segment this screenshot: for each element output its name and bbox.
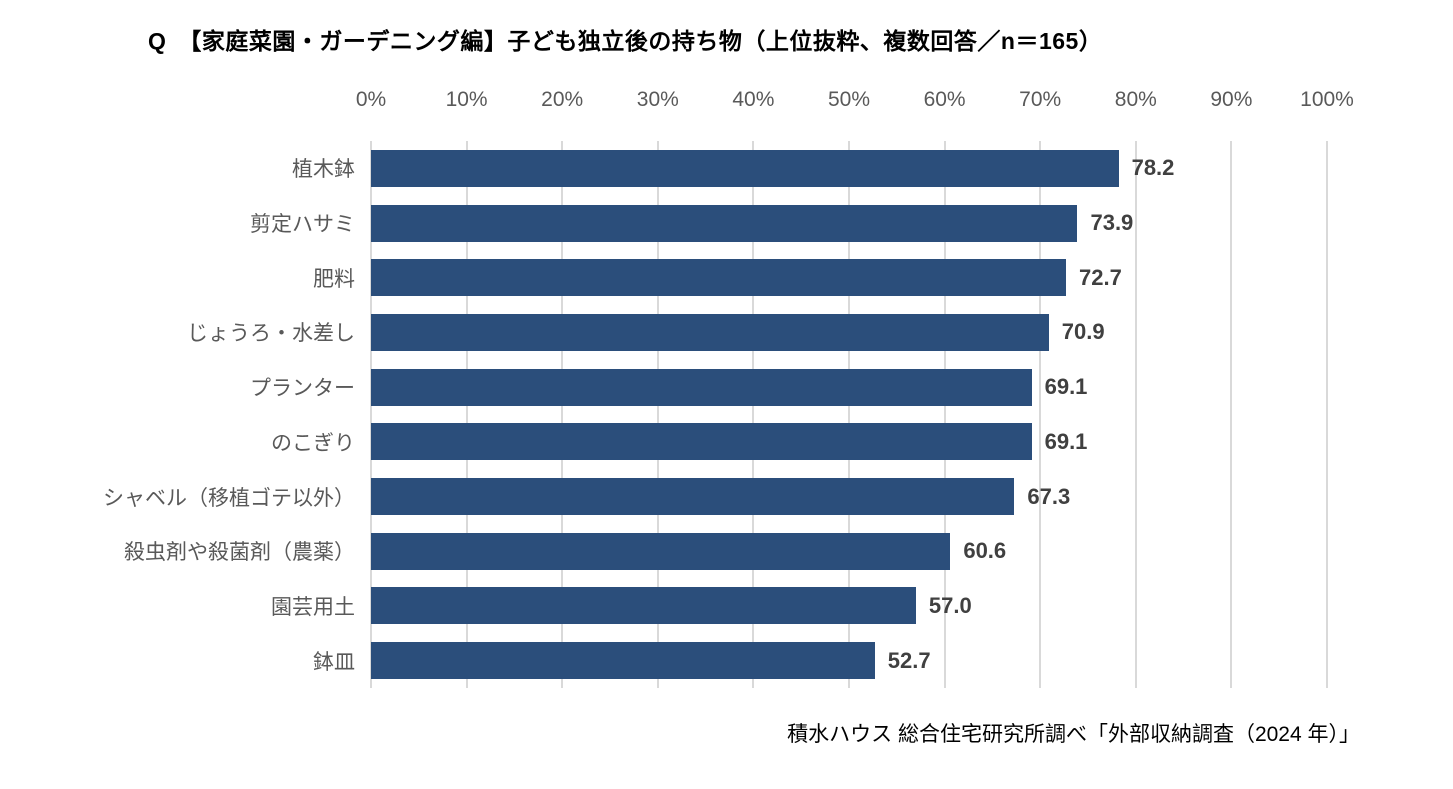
source-text: 積水ハウス 総合住宅研究所調べ「外部収納調査（2024 年）」 — [787, 723, 1360, 746]
value-label: 72.7 — [1079, 264, 1122, 290]
bar-row: のこぎり 69.1 — [271, 415, 1327, 470]
bar-row: 植木鉢 78.2 — [292, 141, 1327, 196]
bar — [371, 587, 916, 625]
value-label: 70.9 — [1061, 319, 1105, 345]
bar — [371, 204, 1078, 242]
bar-row: 肥料 72.7 — [313, 250, 1327, 305]
x-axis-tick-label: 20% — [541, 88, 584, 111]
category-label: プランター — [250, 377, 355, 401]
bar — [371, 532, 951, 570]
gridline — [752, 141, 755, 688]
category-label: 殺虫剤や殺菌剤（農薬） — [124, 541, 355, 565]
bar-row: じょうろ・水差し 70.9 — [187, 305, 1327, 360]
gridline — [656, 141, 659, 688]
bar-row: 鉢皿 52.7 — [313, 633, 1327, 688]
x-axis-tick-label: 80% — [1114, 88, 1157, 111]
x-axis-tick-label: 100% — [1300, 88, 1354, 111]
gridline — [561, 141, 564, 688]
plot-area: 植木鉢 78.2 剪定ハサミ 73.9 肥料 72.7 じょうろ・水差し 70.9 プランター 6… — [103, 141, 1328, 688]
x-axis-tick-label: 0% — [355, 88, 387, 111]
bar — [371, 478, 1015, 516]
value-label: 69.1 — [1044, 374, 1088, 400]
bar — [371, 259, 1066, 297]
x-axis-tick-labels: 0% 10% 20% 30% 40% 50% 60% 70% 80% 90% 100% — [0, 87, 1453, 113]
x-axis-tick-label: 10% — [445, 88, 488, 111]
bar-row: 園芸用土 57.0 — [271, 579, 1327, 634]
gridline — [1134, 141, 1137, 688]
gridline — [465, 141, 468, 688]
category-label: 鉢皿 — [313, 650, 355, 674]
bar-row: 剪定ハサミ 73.9 — [250, 196, 1327, 251]
gridline — [848, 141, 850, 688]
bar — [371, 423, 1032, 461]
x-axis-tick-label: 50% — [827, 88, 871, 111]
bar-row: 殺虫剤や殺菌剤（農薬） 60.6 — [124, 524, 1327, 579]
x-axis-tick-label: 60% — [923, 88, 966, 111]
category-label: 植木鉢 — [292, 158, 355, 182]
value-label: 60.6 — [963, 538, 1007, 564]
gridline — [1230, 141, 1233, 688]
bar-row: プランター 69.1 — [250, 360, 1327, 415]
category-label: のこぎり — [271, 431, 355, 455]
x-axis-tick-label: 30% — [636, 88, 679, 111]
category-label: じょうろ・水差し — [187, 322, 355, 346]
category-label: 園芸用土 — [271, 595, 355, 619]
category-label: 剪定ハサミ — [250, 213, 355, 237]
value-label: 69.1 — [1044, 428, 1088, 454]
bar — [371, 368, 1032, 406]
value-label: 73.9 — [1090, 210, 1134, 236]
value-label: 52.7 — [887, 647, 931, 673]
bar-row: シャベル（移植ゴテ以外） 67.3 — [103, 469, 1327, 524]
value-label: 78.2 — [1131, 155, 1175, 181]
value-label: 57.0 — [928, 592, 972, 618]
page-title: Q 【家庭菜園・ガーデニング編】子ども独立後の持ち物（上位抜粋、複数回答／n＝1… — [148, 28, 1103, 54]
bar — [371, 642, 875, 680]
gridline — [1039, 141, 1042, 688]
bar — [371, 313, 1049, 351]
category-label: 肥料 — [313, 267, 355, 291]
category-label: シャベル（移植ゴテ以外） — [103, 486, 355, 510]
x-axis-tick-label: 90% — [1210, 88, 1253, 111]
gridline — [370, 141, 372, 688]
gridline — [943, 141, 946, 688]
value-label: 67.3 — [1027, 483, 1071, 509]
x-axis-tick-label: 40% — [732, 88, 775, 111]
bar — [371, 149, 1119, 187]
x-axis-tick-label: 70% — [1019, 88, 1062, 111]
gridline — [1326, 141, 1328, 688]
